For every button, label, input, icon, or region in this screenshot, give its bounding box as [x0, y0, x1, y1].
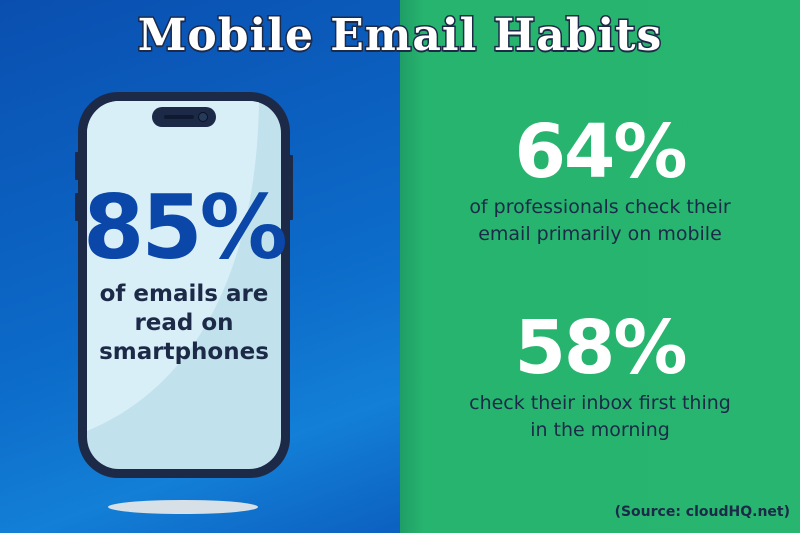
source-citation: (Source: cloudHQ.net) [614, 504, 790, 520]
phone-volume-down-button [75, 193, 79, 221]
phone-stat-line: smartphones [99, 339, 269, 365]
phone-stat-value: 85% [83, 176, 288, 279]
phone-stat-line: read on [134, 310, 234, 336]
phone-notch [152, 107, 216, 127]
screen-glare [87, 101, 259, 431]
stat-value: 58% [514, 305, 687, 391]
stat-block-58: 58% check their inbox first thing in the… [420, 306, 780, 444]
stat-block-64: 64% of professionals check their email p… [420, 110, 780, 248]
phone-shadow [108, 500, 258, 514]
phone-screen [87, 101, 281, 469]
page-title: Mobile Email Habits [136, 9, 663, 63]
stat-line: of professionals check their [469, 196, 731, 218]
smartphone-illustration [78, 92, 290, 478]
stat-value: 64% [514, 109, 687, 195]
stat-line: in the morning [530, 419, 670, 441]
stat-line: check their inbox first thing [469, 392, 731, 414]
phone-stat-description: of emails are read on smartphones [78, 280, 290, 367]
right-background [400, 0, 800, 533]
phone-power-button [289, 155, 293, 220]
camera-icon [198, 112, 208, 122]
speaker-icon [164, 115, 194, 119]
phone-volume-up-button [75, 152, 79, 180]
stat-line: email primarily on mobile [478, 223, 722, 245]
phone-stat-line: of emails are [99, 281, 269, 307]
